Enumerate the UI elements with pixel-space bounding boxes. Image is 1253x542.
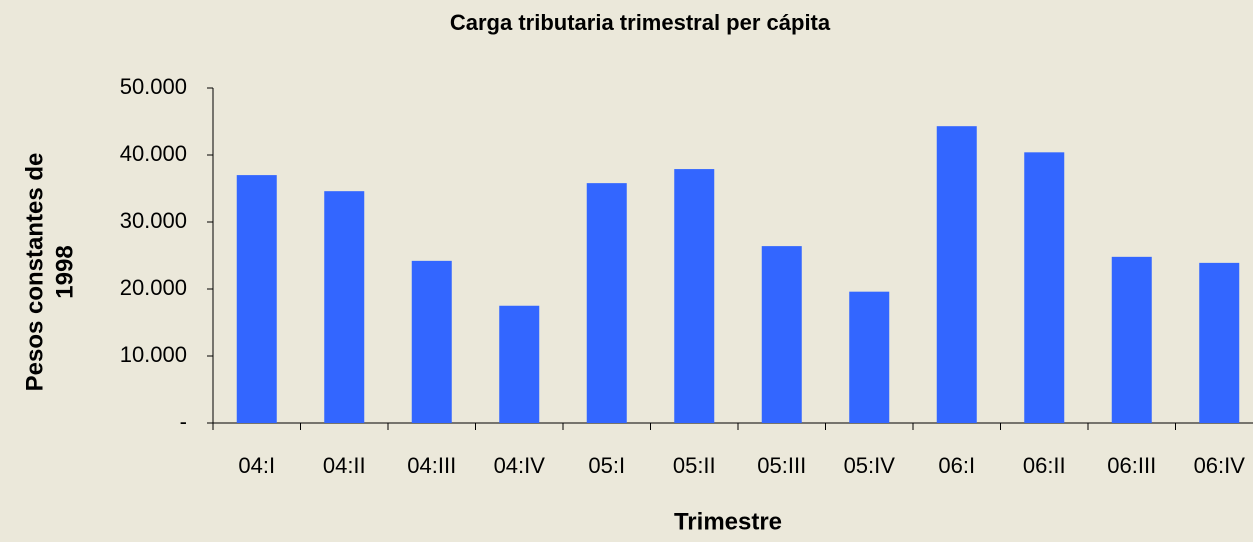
bar <box>1024 152 1065 423</box>
y-tick-label: 50.000 <box>120 74 187 99</box>
x-tick-label: 05:III <box>757 453 806 478</box>
y-tick-label: 40.000 <box>120 141 187 166</box>
bar <box>324 191 365 423</box>
bar <box>936 126 977 423</box>
x-tick-label: 04:I <box>238 453 275 478</box>
x-tick-label: 04:III <box>407 453 456 478</box>
x-tick-label: 05:II <box>673 453 716 478</box>
x-tick-label: 05:IV <box>844 453 896 478</box>
x-tick-label: 05:I <box>588 453 625 478</box>
y-axis-title-line: Pesos constantes de <box>21 153 48 392</box>
y-tick-label: 10.000 <box>120 342 187 367</box>
bar <box>761 246 802 423</box>
x-tick-label: 04:IV <box>494 453 546 478</box>
bar <box>411 260 452 423</box>
bar <box>499 305 540 423</box>
y-axis-title: Pesos constantes de 1998 <box>21 153 78 392</box>
bar <box>586 183 627 423</box>
chart-title: Carga tributaria trimestral per cápita <box>450 10 831 35</box>
y-tick-label: 30.000 <box>120 208 187 233</box>
x-tick-label: 04:II <box>323 453 366 478</box>
y-tick-label: - <box>180 409 187 434</box>
bar <box>849 291 890 423</box>
x-axis-title: Trimestre <box>674 508 782 535</box>
x-tick-label: 06:I <box>938 453 975 478</box>
bar <box>1199 262 1240 423</box>
x-tick-label: 06:II <box>1023 453 1066 478</box>
bar <box>236 175 277 423</box>
bar <box>1111 256 1152 423</box>
x-tick-label: 06:IV <box>1194 453 1246 478</box>
bar <box>674 169 715 423</box>
x-tick-label: 06:III <box>1107 453 1156 478</box>
y-tick-label: 20.000 <box>120 275 187 300</box>
y-axis-title-line: 1998 <box>51 245 78 298</box>
